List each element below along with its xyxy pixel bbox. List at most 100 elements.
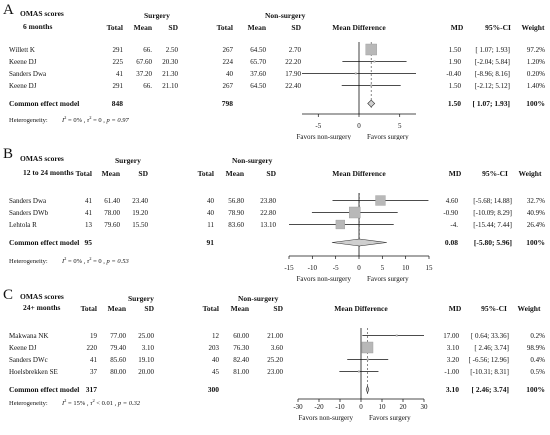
surgery-sd: 21.10 xyxy=(162,82,178,90)
surgery-mean: 61.40 xyxy=(104,197,120,205)
non-surgery-sd: 22.40 xyxy=(285,82,301,90)
common-effect-label: Common effect model xyxy=(9,99,79,108)
common-md: 1.50 xyxy=(448,99,461,108)
study-md: -0.40 xyxy=(446,70,461,78)
column-header: SD xyxy=(266,169,276,178)
surgery-total: 291 xyxy=(113,46,124,54)
study-point xyxy=(365,43,377,56)
study-weight: 0.5% xyxy=(530,368,545,376)
surgery-total: 19 xyxy=(90,332,98,340)
common-md: 0.08 xyxy=(445,238,458,247)
subgroup-timepoint: 24+ months xyxy=(23,303,60,312)
study-name: Makwana NK xyxy=(9,332,48,340)
surgery-sd: 25.00 xyxy=(138,332,154,340)
surgery-total: 41 xyxy=(116,70,124,78)
study-weight: 40.9% xyxy=(527,209,545,217)
column-header: Mean xyxy=(226,169,245,178)
heterogeneity-label: Heterogeneity: xyxy=(9,117,48,124)
non-surgery-total: 12 xyxy=(212,332,220,340)
study-name: Sanders Dwa xyxy=(9,197,47,205)
surgery-total: 41 xyxy=(85,209,93,217)
study-point xyxy=(395,334,398,337)
study-md: 1.50 xyxy=(449,82,462,90)
x-tick-label: 0 xyxy=(359,403,363,411)
panel-letter: B xyxy=(3,146,13,162)
study-name: Lehtola R xyxy=(9,221,37,229)
effect-header: Mean Difference xyxy=(334,304,388,313)
common-weight: 100% xyxy=(526,238,545,247)
x-tick-label: 5 xyxy=(398,122,402,130)
column-header: SD xyxy=(144,304,154,313)
study-weight: 1.20% xyxy=(527,58,545,66)
md-header: MD xyxy=(451,23,464,32)
heterogeneity-stats: I2 = 15% , τ2 < 0.01 , p = 0.32 xyxy=(61,398,141,407)
x-tick-label: 20 xyxy=(400,403,408,411)
study-name: Willett K xyxy=(9,46,35,54)
x-tick-label: -20 xyxy=(314,403,324,411)
effect-header: Mean Difference xyxy=(332,169,386,178)
subgroup-title: OMAS scores xyxy=(20,292,64,301)
pooled-diamond xyxy=(367,99,376,108)
study-point xyxy=(370,84,373,87)
non-surgery-sd: 2.70 xyxy=(289,46,302,54)
column-header: SD xyxy=(291,23,301,32)
surgery-sd: 20.00 xyxy=(138,368,154,376)
md-header: MD xyxy=(449,304,462,313)
study-ci: [-8.96; 8.16] xyxy=(475,70,510,78)
subgroup-timepoint: 6 months xyxy=(23,22,52,31)
x-tick-label: 15 xyxy=(426,264,434,272)
favors-left-label: Favors non-surgery xyxy=(296,133,351,140)
x-tick-label: -30 xyxy=(293,403,303,411)
study-weight: 98.9% xyxy=(527,344,545,352)
surgery-total: 13 xyxy=(85,221,93,229)
non-surgery-mean: 78.90 xyxy=(228,209,244,217)
common-ci: [ 2.46; 3.74] xyxy=(472,385,510,394)
column-header: Total xyxy=(81,304,97,313)
non-surgery-total: 40 xyxy=(207,197,215,205)
study-ci: [ 2.46; 3.74] xyxy=(474,344,509,352)
group-header-non-surgery: Non-surgery xyxy=(265,11,306,20)
weight-header: Weight xyxy=(522,23,545,32)
non-surgery-total: 203 xyxy=(209,344,220,352)
study-name: Keene DJ xyxy=(9,344,37,352)
study-name: Keene DJ xyxy=(9,58,37,66)
x-tick-label: 5 xyxy=(381,264,385,272)
surgery-mean: 78.00 xyxy=(104,209,120,217)
common-surgery-total: 317 xyxy=(86,385,98,394)
surgery-total: 291 xyxy=(113,82,124,90)
study-weight: 0.2% xyxy=(530,332,545,340)
study-name: Sanders Dwa xyxy=(9,70,47,78)
surgery-sd: 19.10 xyxy=(138,356,154,364)
heterogeneity-stats: I2 = 0% , τ2 = 0 , p = 0.97 xyxy=(61,115,130,124)
non-surgery-sd: 21.00 xyxy=(267,332,283,340)
non-surgery-sd: 25.20 xyxy=(267,356,283,364)
non-surgery-sd: 22.20 xyxy=(285,58,301,66)
non-surgery-sd: 13.10 xyxy=(260,221,276,229)
study-md: 1.50 xyxy=(449,46,462,54)
study-md: -1.00 xyxy=(444,368,459,376)
column-header: Total xyxy=(76,169,92,178)
study-point xyxy=(357,370,360,373)
study-weight: 97.2% xyxy=(527,46,545,54)
study-ci: [-10.31; 8.31] xyxy=(470,368,509,376)
non-surgery-total: 40 xyxy=(212,356,220,364)
surgery-mean: 79.60 xyxy=(104,221,120,229)
non-surgery-mean: 64.50 xyxy=(250,46,266,54)
study-md: 4.60 xyxy=(446,197,459,205)
effect-header: Mean Difference xyxy=(332,23,386,32)
non-surgery-total: 45 xyxy=(212,368,220,376)
surgery-total: 41 xyxy=(85,197,93,205)
column-header: Total xyxy=(198,169,214,178)
study-point xyxy=(361,341,374,354)
surgery-mean: 66. xyxy=(143,46,152,54)
common-md: 3.10 xyxy=(446,385,459,394)
study-ci: [-5.68; 14.88] xyxy=(473,197,512,205)
surgery-total: 220 xyxy=(87,344,98,352)
x-tick-label: -5 xyxy=(333,264,339,272)
surgery-sd: 21.30 xyxy=(162,70,178,78)
study-weight: 26.4% xyxy=(527,221,545,229)
surgery-mean: 77.00 xyxy=(110,332,126,340)
study-name: Keene DJ xyxy=(9,82,37,90)
surgery-sd: 3.10 xyxy=(142,344,155,352)
study-ci: [ 1.07; 1.93] xyxy=(475,46,510,54)
